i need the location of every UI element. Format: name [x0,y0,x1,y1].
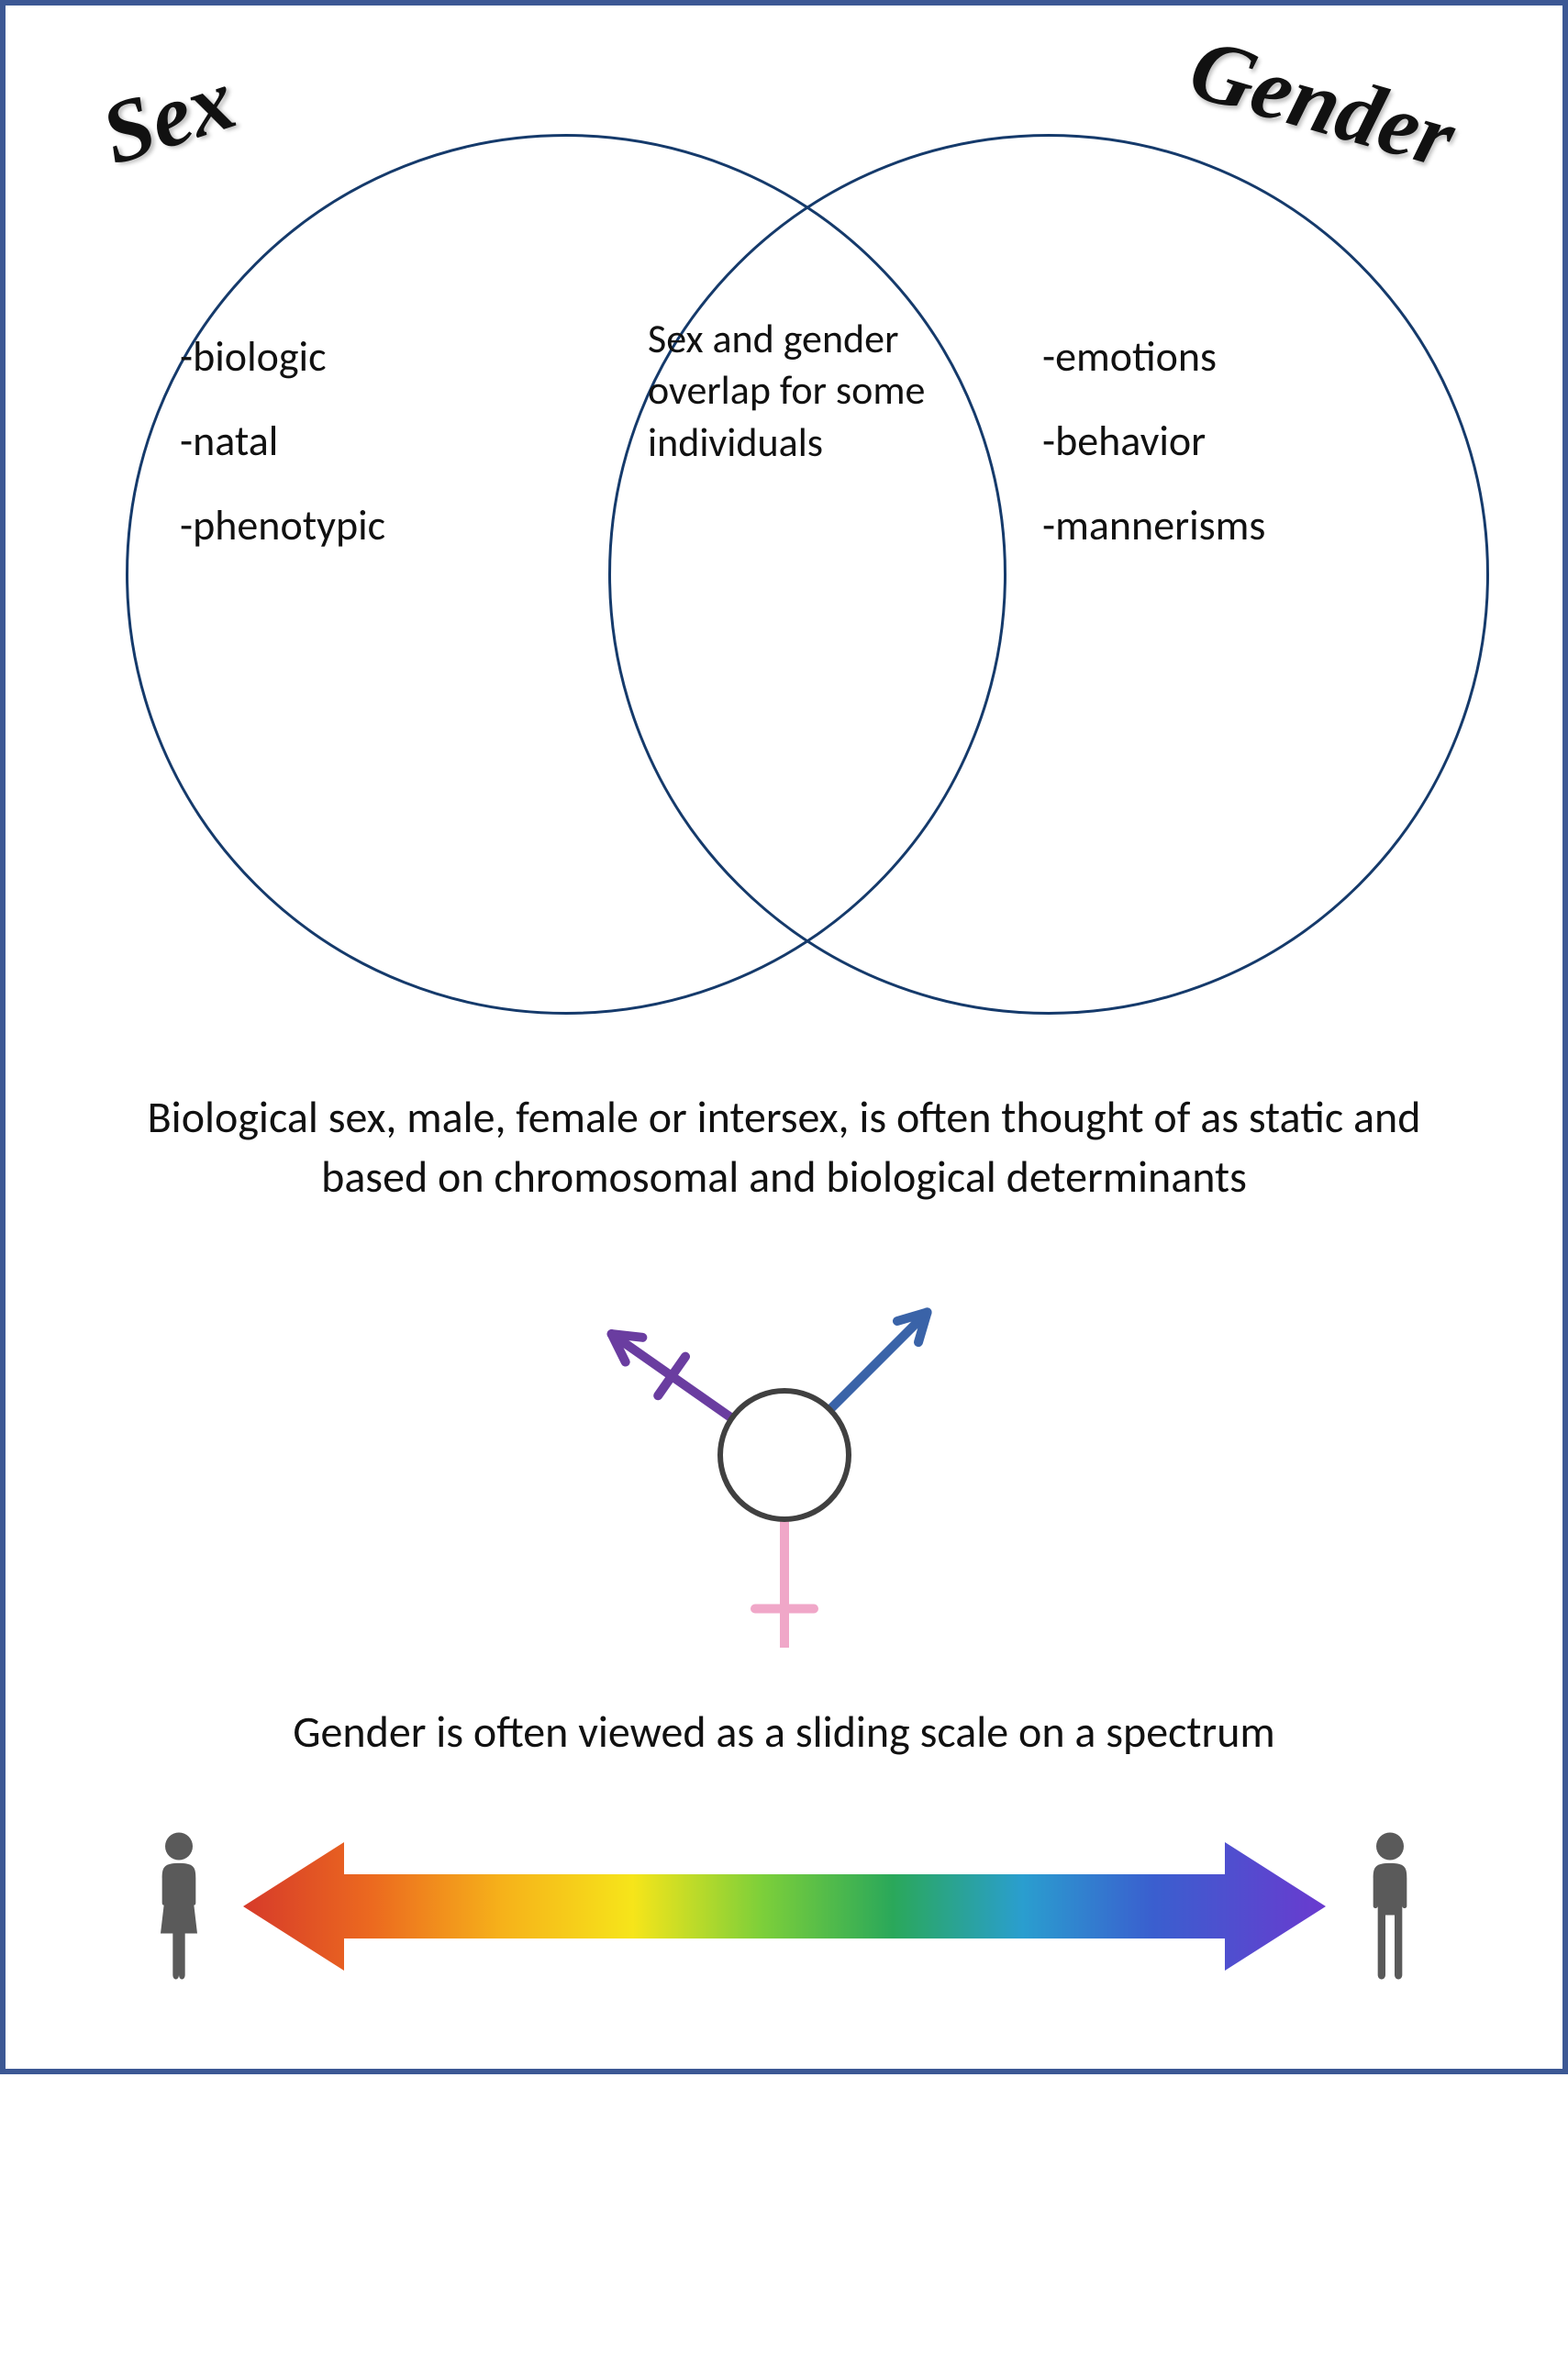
venn-label-sex: Sex [89,47,246,184]
venn-left-items: -biologic -natal -phenotypic [180,331,385,584]
female-figure-icon [142,1826,216,1986]
venn-left-item: -biologic [180,331,385,383]
venn-right-item: -emotions [1042,331,1265,383]
male-figure-icon [1353,1826,1427,1986]
gender-spectrum-region [6,1826,1562,1986]
venn-region: Sex Gender -biologic -natal -phenotypic … [6,6,1562,1015]
venn-right-items: -emotions -behavior -mannerisms [1042,331,1265,584]
gender-spectrum-text: Gender is often viewed as a sliding scal… [6,1703,1562,1762]
venn-right-item: -behavior [1042,416,1265,467]
venn-label-gender: Gender [1179,17,1466,189]
biological-sex-text: Biological sex, male, female or intersex… [6,1088,1562,1207]
spectrum-bar [243,1842,1326,1971]
diagram-page: Sex Gender -biologic -natal -phenotypic … [0,0,1568,2074]
venn-right-item: -mannerisms [1042,500,1265,551]
tri-gender-symbol-icon [592,1262,977,1648]
venn-center-text: Sex and gender overlap for some individu… [648,313,951,468]
venn-left-item: -phenotypic [180,500,385,551]
venn-left-item: -natal [180,416,385,467]
